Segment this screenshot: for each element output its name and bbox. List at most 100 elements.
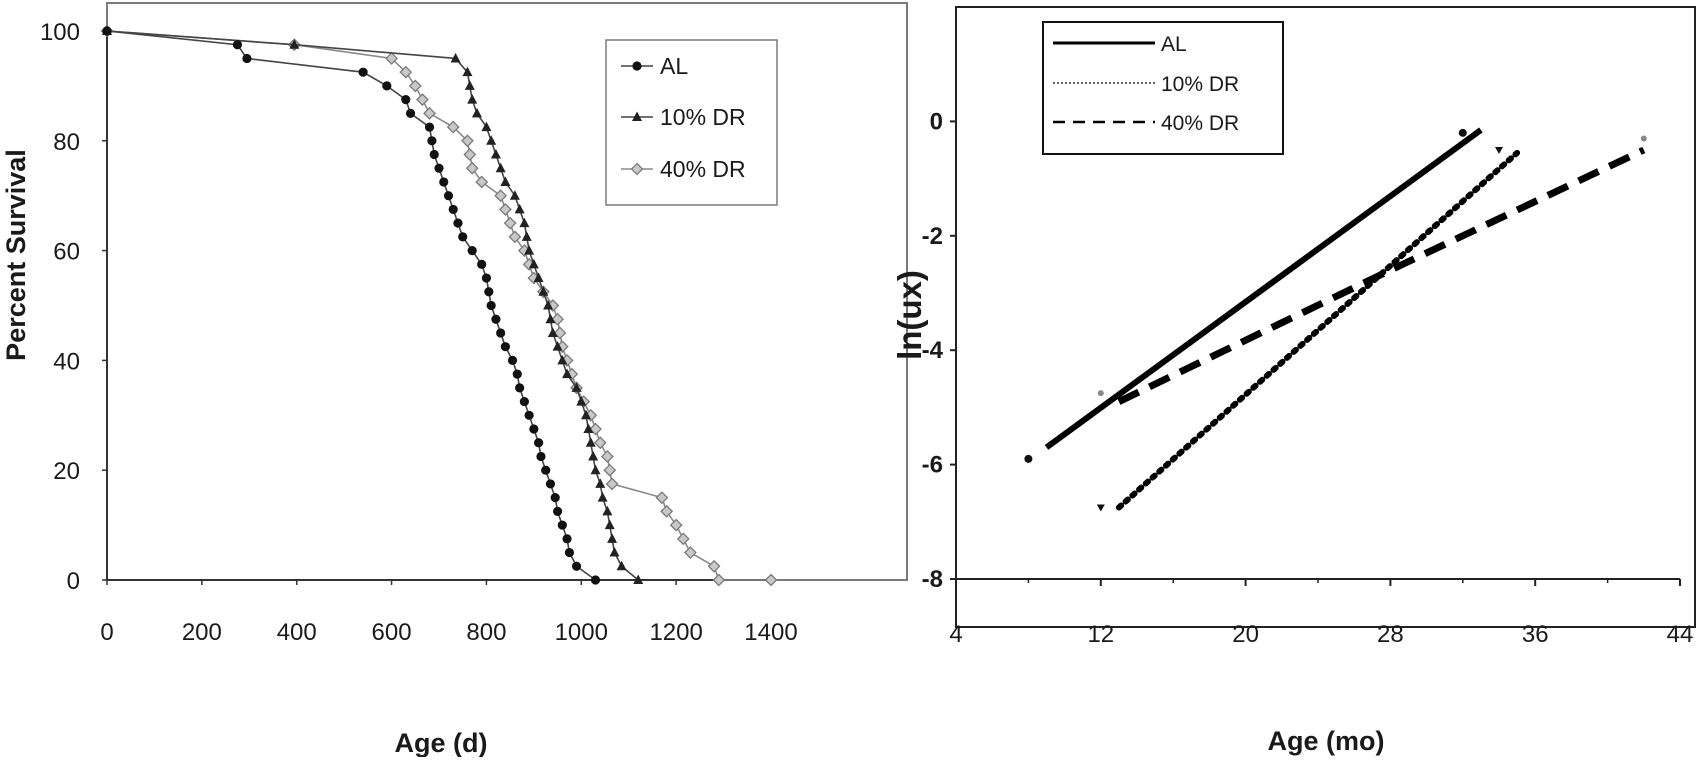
data-point bbox=[683, 546, 697, 559]
data-point bbox=[519, 217, 530, 228]
x-tick-label: 44 bbox=[1667, 621, 1694, 648]
y-tick-label: -4 bbox=[922, 337, 944, 364]
data-point bbox=[538, 286, 549, 296]
data-point bbox=[1097, 390, 1104, 397]
survival-chart: 0 200 400 600 800 1000 1200 1400 0 20 40 60 80 100 Ag… bbox=[1, 2, 908, 758]
y-tick-label: -2 bbox=[922, 223, 943, 250]
data-point bbox=[552, 341, 563, 351]
data-point bbox=[585, 437, 596, 447]
data-point bbox=[443, 191, 454, 201]
data-point bbox=[764, 573, 778, 587]
data-point bbox=[564, 547, 575, 558]
data-point bbox=[486, 135, 497, 145]
data-point bbox=[458, 232, 468, 242]
y-tick-label: 20 bbox=[53, 458, 80, 485]
fit-line bbox=[1115, 149, 1521, 511]
legend-label: 40% DR bbox=[660, 156, 746, 182]
data-point bbox=[471, 107, 482, 118]
data-point bbox=[605, 477, 619, 491]
y-tick-label: 100 bbox=[40, 19, 80, 46]
series-al bbox=[102, 26, 601, 585]
data-point bbox=[669, 518, 683, 532]
data-point bbox=[1096, 504, 1105, 512]
data-point bbox=[551, 312, 564, 326]
data-point bbox=[550, 493, 560, 503]
y-axis-title: ln(ux) bbox=[891, 270, 928, 360]
data-point bbox=[600, 450, 614, 463]
series-group bbox=[100, 24, 778, 587]
data-point bbox=[464, 80, 475, 90]
legend: AL 10% DR 40% DR bbox=[1042, 21, 1284, 155]
data-point bbox=[676, 532, 690, 546]
data-point bbox=[102, 26, 112, 36]
data-point bbox=[415, 93, 429, 107]
fit-line bbox=[1044, 127, 1483, 450]
x-tick-label: 1000 bbox=[555, 619, 608, 646]
data-point bbox=[508, 230, 522, 244]
data-point bbox=[490, 149, 501, 159]
y-tick-label: 0 bbox=[930, 108, 943, 135]
data-point bbox=[507, 355, 518, 365]
data-point bbox=[463, 148, 477, 161]
data-point bbox=[524, 245, 535, 255]
data-point bbox=[408, 79, 422, 93]
data-point bbox=[450, 52, 461, 63]
legend-marker bbox=[632, 111, 642, 121]
legend-marker bbox=[630, 162, 644, 176]
data-point bbox=[475, 175, 489, 189]
data-point bbox=[385, 52, 398, 65]
axes: 4 12 20 28 36 44 0 -2 -4 -6 -8 bbox=[922, 7, 1694, 648]
data-point bbox=[1458, 128, 1467, 137]
data-point bbox=[423, 106, 436, 120]
data-point bbox=[429, 149, 439, 160]
x-tick-label: 36 bbox=[1522, 621, 1549, 648]
data-point bbox=[712, 573, 726, 587]
data-point bbox=[562, 534, 572, 544]
data-point bbox=[242, 53, 252, 64]
data-point bbox=[609, 547, 620, 557]
series-group bbox=[1024, 127, 1647, 512]
y-tick-label: 40 bbox=[53, 348, 80, 375]
legend-marker bbox=[632, 61, 642, 71]
series-10-dr bbox=[1096, 147, 1521, 512]
axes: 0 200 400 600 800 1000 1200 1400 0 20 40 60 80 100 bbox=[40, 19, 798, 646]
x-tick-label: 800 bbox=[466, 619, 506, 646]
data-point bbox=[399, 65, 413, 79]
x-tick-label: 0 bbox=[100, 619, 113, 646]
x-tick-label: 20 bbox=[1232, 621, 1259, 648]
data-point bbox=[536, 451, 546, 462]
data-point bbox=[534, 438, 544, 448]
series-40-dr bbox=[1097, 135, 1647, 405]
data-point bbox=[496, 328, 506, 338]
data-point bbox=[481, 121, 492, 132]
data-point bbox=[500, 342, 510, 352]
data-point bbox=[439, 177, 449, 187]
data-point bbox=[553, 326, 567, 340]
data-point bbox=[514, 203, 525, 214]
data-point bbox=[590, 575, 601, 585]
data-point bbox=[576, 396, 587, 406]
data-point bbox=[405, 108, 416, 118]
data-point bbox=[434, 163, 444, 173]
data-point bbox=[545, 479, 556, 489]
data-point bbox=[655, 491, 669, 505]
data-point bbox=[557, 354, 568, 365]
data-point bbox=[519, 396, 529, 407]
data-point bbox=[467, 246, 477, 256]
x-axis-title: Age (mo) bbox=[1268, 726, 1385, 756]
y-tick-label: 80 bbox=[53, 129, 80, 156]
legend: AL 10% DR 40% DR bbox=[605, 39, 778, 206]
data-point bbox=[424, 122, 435, 132]
series-10-dr bbox=[102, 25, 644, 584]
data-point bbox=[358, 67, 368, 77]
data-point bbox=[552, 506, 563, 516]
series-al bbox=[1024, 127, 1483, 463]
data-point bbox=[524, 410, 534, 420]
data-point bbox=[498, 203, 512, 216]
data-point bbox=[427, 136, 437, 146]
x-tick-label: 400 bbox=[277, 619, 317, 646]
data-point bbox=[486, 300, 496, 311]
x-axis-title: Age (d) bbox=[395, 728, 488, 757]
data-point bbox=[1495, 147, 1503, 154]
